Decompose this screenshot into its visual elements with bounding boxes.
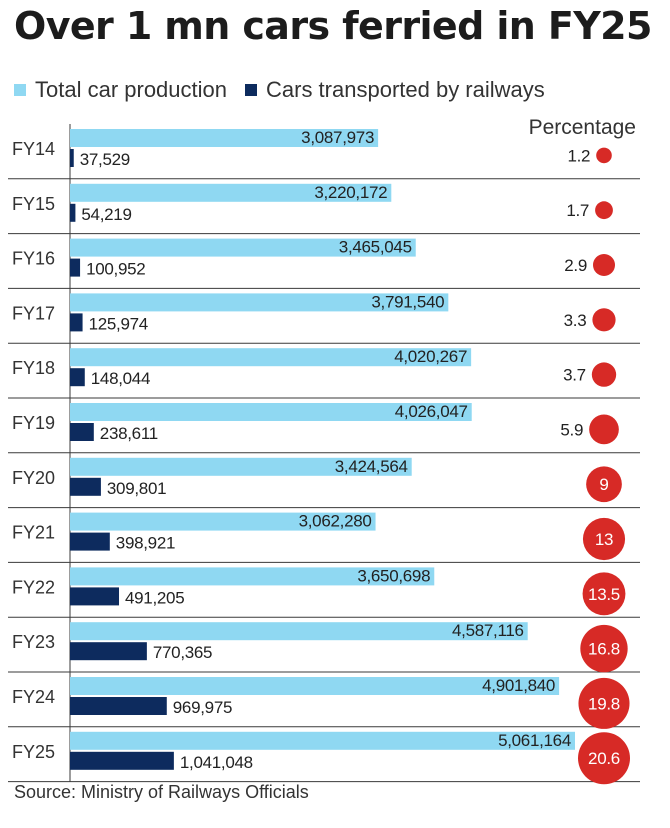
percentage-label: 16.8 — [588, 640, 620, 659]
production-bar — [70, 512, 376, 531]
percentage-dot — [592, 253, 616, 277]
category-label: FY17 — [12, 303, 55, 323]
production-bar — [70, 238, 416, 257]
category-label: FY16 — [12, 249, 55, 269]
percentage-dot — [592, 308, 616, 332]
production-value-label: 5,061,164 — [498, 731, 571, 750]
production-value-label: 3,424,564 — [335, 457, 408, 476]
category-label: FY21 — [12, 523, 55, 543]
railways-bar — [70, 258, 81, 277]
percentage-label: 13.5 — [588, 585, 620, 604]
percentage-dot — [589, 414, 619, 445]
production-bar — [70, 403, 472, 421]
production-value-label: 3,220,172 — [314, 183, 387, 202]
railways-bar — [70, 423, 94, 441]
production-bar — [70, 183, 392, 202]
production-value-label: 3,650,698 — [357, 566, 430, 585]
production-bar — [70, 567, 435, 586]
railways-value-label: 37,529 — [80, 150, 130, 169]
category-label: FY22 — [12, 577, 55, 597]
percentage-label: 9 — [599, 475, 608, 494]
railways-value-label: 1,041,048 — [180, 753, 253, 772]
legend: Total car production Cars transported by… — [14, 76, 563, 104]
legend-swatch-railways — [245, 84, 257, 96]
legend-item-railways: Cars transported by railways — [245, 77, 545, 103]
percentage-label: 3.3 — [564, 311, 587, 330]
production-value-label: 3,062,280 — [299, 512, 372, 531]
percentage-label: 2.9 — [564, 256, 587, 275]
railways-bar — [70, 477, 101, 496]
percentage-label: 13 — [595, 530, 613, 549]
railways-bar — [70, 642, 147, 661]
category-label: FY20 — [12, 468, 55, 488]
railways-value-label: 309,801 — [107, 479, 166, 498]
railways-value-label: 125,974 — [89, 314, 148, 333]
railways-bar — [70, 368, 85, 387]
percentage-label: 1.7 — [566, 201, 589, 220]
railways-bar — [70, 532, 110, 551]
railways-value-label: 54,219 — [81, 205, 131, 224]
legend-label-production: Total car production — [35, 77, 227, 102]
railways-value-label: 398,921 — [116, 534, 175, 553]
railways-value-label: 238,611 — [100, 424, 158, 443]
percentage-dot — [595, 201, 613, 220]
category-label: FY19 — [12, 413, 55, 433]
production-bar — [70, 293, 449, 312]
railways-value-label: 491,205 — [125, 588, 184, 607]
percentage-dot — [586, 466, 622, 503]
percentage-dot — [578, 677, 630, 729]
railways-value-label: 969,975 — [173, 698, 232, 717]
percentage-dot — [580, 624, 628, 673]
category-label: FY14 — [12, 139, 55, 159]
railways-bar — [70, 587, 120, 606]
percentage-dot — [591, 362, 617, 387]
production-value-label: 4,901,840 — [482, 676, 555, 695]
percentage-header: Percentage — [528, 116, 636, 139]
production-value-label: 4,587,116 — [452, 621, 524, 640]
source-note: Source: Ministry of Railways Officials — [14, 782, 309, 802]
railways-value-label: 100,952 — [86, 260, 145, 279]
percentage-dot — [582, 517, 626, 561]
production-bar — [70, 457, 412, 476]
category-label: FY25 — [12, 742, 55, 762]
chart-title: Over 1 mn cars ferried in FY25 — [14, 4, 652, 48]
percentage-dot — [596, 147, 612, 164]
railways-value-label: 770,365 — [153, 643, 212, 662]
category-label: FY18 — [12, 358, 55, 378]
legend-item-production: Total car production — [14, 77, 227, 103]
percentage-label: 5.9 — [560, 420, 583, 439]
production-value-label: 4,026,047 — [395, 402, 468, 421]
percentage-label: 19.8 — [588, 694, 620, 713]
percentage-label: 20.6 — [588, 749, 620, 768]
category-label: FY23 — [12, 632, 55, 652]
railways-bar — [70, 697, 167, 715]
railways-bar — [70, 203, 76, 222]
production-bar — [70, 129, 379, 147]
percentage-label: 1.2 — [567, 146, 590, 165]
percentage-dot — [582, 572, 626, 616]
production-bar — [70, 348, 472, 367]
production-bar — [70, 731, 575, 750]
production-bar — [70, 622, 528, 641]
production-value-label: 3,087,973 — [301, 128, 374, 147]
production-value-label: 4,020,267 — [394, 347, 467, 366]
production-bar — [70, 677, 560, 695]
legend-label-railways: Cars transported by railways — [266, 77, 545, 102]
railways-bar — [70, 751, 174, 770]
percentage-dot — [578, 732, 630, 785]
category-label: FY15 — [12, 194, 55, 214]
production-value-label: 3,465,045 — [339, 238, 412, 257]
legend-swatch-production — [14, 84, 26, 96]
railways-bar — [70, 149, 74, 167]
category-label: FY24 — [12, 687, 55, 707]
railways-bar — [70, 313, 83, 332]
production-value-label: 3,791,540 — [371, 292, 444, 311]
percentage-label: 3.7 — [563, 366, 586, 385]
railways-value-label: 148,044 — [91, 369, 150, 388]
